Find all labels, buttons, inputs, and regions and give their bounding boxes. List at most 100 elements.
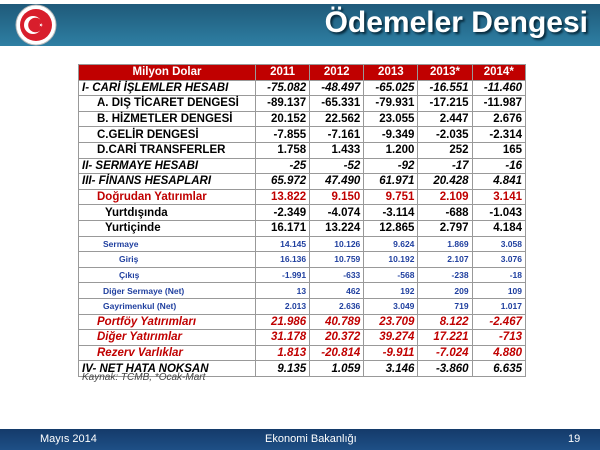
value-cell: 4.841 [471,173,527,190]
table-row: Portföy Yatırımları 21.986 40.789 23.709 8.1… [78,313,527,331]
value-cell: -7.024 [417,344,473,362]
footer-ministry: Ekonomi Bakanlığı [265,433,357,445]
value-cell: 20.372 [309,329,365,346]
value-cell: 1.433 [309,141,365,159]
value-cell: -713 [471,329,527,346]
value-cell: -92 [363,157,419,175]
value-cell: 13.224 [309,219,365,237]
value-cell: 14.145 [254,235,311,253]
value-cell: 4.880 [471,344,527,362]
column-header: 2012 [309,64,365,81]
value-cell: 4.184 [471,219,527,237]
table-row: Sermaye 14.145 10.126 9.624 1.869 3.058 [78,235,527,253]
table-row: II- SERMAYE HESABI -25 -52 -92 -17 -16 [78,157,527,175]
value-cell: 165 [471,141,527,159]
row-label: Portföy Yatırımları [78,313,256,331]
value-cell: -9.911 [363,344,419,362]
column-header: 2014* [471,64,527,81]
value-cell: 20.428 [417,173,473,190]
row-label: III- FİNANS HESAPLARI [78,173,256,190]
row-label: Yurtdışında [78,204,256,221]
value-cell: 8.122 [417,313,473,331]
value-cell: 9.624 [363,235,419,253]
value-cell: -20.814 [309,344,365,362]
value-cell: 23.709 [363,313,419,331]
value-cell: 31.178 [254,329,311,346]
row-label: Çıkış [78,266,256,284]
value-cell: 12.865 [363,219,419,237]
value-cell: -52 [309,157,365,175]
value-cell: -2.467 [471,313,527,331]
table-row: C.GELİR DENGESİ -7.855 -7.161 -9.349 -2.035-… [78,126,527,143]
value-cell: -2.349 [254,204,311,221]
value-cell: 2.797 [417,219,473,237]
value-cell: 3.146 [363,360,419,377]
value-cell: 47.490 [309,173,365,190]
value-cell: 2.636 [309,297,365,315]
page-number: 19 [568,433,581,445]
value-cell: 10.759 [309,251,365,268]
value-cell: 3.076 [471,251,527,268]
table-row: I- CARİ İŞLEMLER HESABI -75.082 -48.497 -65… [78,79,527,97]
value-cell: 1.017 [471,297,527,315]
value-cell: 252 [417,141,473,159]
row-label: II- SERMAYE HESABI [78,157,256,175]
value-cell: 2.107 [417,251,473,268]
value-cell: -4.074 [309,204,365,221]
value-cell: -48.497 [309,79,365,97]
value-cell: -75.082 [254,79,311,97]
value-cell: 1.869 [417,235,473,253]
value-cell: -2.314 [471,126,527,143]
value-cell: -7.855 [254,126,311,143]
value-cell: 65.972 [254,173,311,190]
table-row: Giriş 16.136 10.759 10.192 2.107 3.076 [78,251,527,268]
value-cell: 192 [363,282,419,299]
table-row: Yurtiçinde 16.171 13.224 12.865 2.797 4.184 [78,219,527,237]
value-cell: 16.136 [254,251,311,268]
column-header: 2011 [254,64,311,81]
value-cell: -238 [417,266,473,284]
column-header: 2013 [363,64,419,81]
value-cell: -17.215 [417,95,473,112]
source-note: Kaynak: TCMB, *Ocak-Mart [82,372,206,383]
value-cell: -18 [471,266,527,284]
value-cell: 9.135 [254,360,311,377]
row-label: A. DIŞ TİCARET DENGESİ [78,95,256,112]
table-row: III- FİNANS HESAPLARI 65.972 47.490 61.971 2… [78,173,527,190]
value-cell: -16 [471,157,527,175]
value-cell: -3.860 [417,360,473,377]
column-header: 2013* [417,64,473,81]
value-cell: 40.789 [309,313,365,331]
value-cell: 10.192 [363,251,419,268]
value-cell: -65.331 [309,95,365,112]
value-cell: 61.971 [363,173,419,190]
table-row: Gayrimenkul (Net) 2.013 2.636 3.049 719 1.017 [78,297,527,315]
slide-title: Ödemeler Dengesi [324,6,588,39]
value-cell: 462 [309,282,365,299]
value-cell: -89.137 [254,95,311,112]
logo [15,4,57,46]
column-header: Milyon Dolar [78,64,256,81]
value-cell: 6.635 [471,360,527,377]
table-row: A. DIŞ TİCARET DENGESİ -89.137 -65.331 -79.… [78,95,527,112]
value-cell: -1.043 [471,204,527,221]
value-cell: -3.114 [363,204,419,221]
footer-date: Mayıs 2014 [40,433,97,445]
row-label: D.CARİ TRANSFERLER [78,141,256,159]
value-cell: 17.221 [417,329,473,346]
table-row: B. HİZMETLER DENGESİ 20.152 22.562 23.055 2.… [78,110,527,128]
footer: Mayıs 2014 Ekonomi Bakanlığı 19 [0,429,600,450]
value-cell: 2.013 [254,297,311,315]
value-cell: -7.161 [309,126,365,143]
table-row: D.CARİ TRANSFERLER 1.758 1.433 1.200 252 165 [78,141,527,159]
value-cell: 2.109 [417,188,473,206]
table-row: Diğer Yatırımlar 31.178 20.372 39.274 17.221… [78,329,527,346]
value-cell: 13 [254,282,311,299]
value-cell: -2.035 [417,126,473,143]
row-label: Sermaye [78,235,256,253]
row-label: I- CARİ İŞLEMLER HESABI [78,79,256,97]
value-cell: -11.460 [471,79,527,97]
value-cell: 719 [417,297,473,315]
value-cell: 22.562 [309,110,365,128]
row-label: Diğer Sermaye (Net) [78,282,256,299]
